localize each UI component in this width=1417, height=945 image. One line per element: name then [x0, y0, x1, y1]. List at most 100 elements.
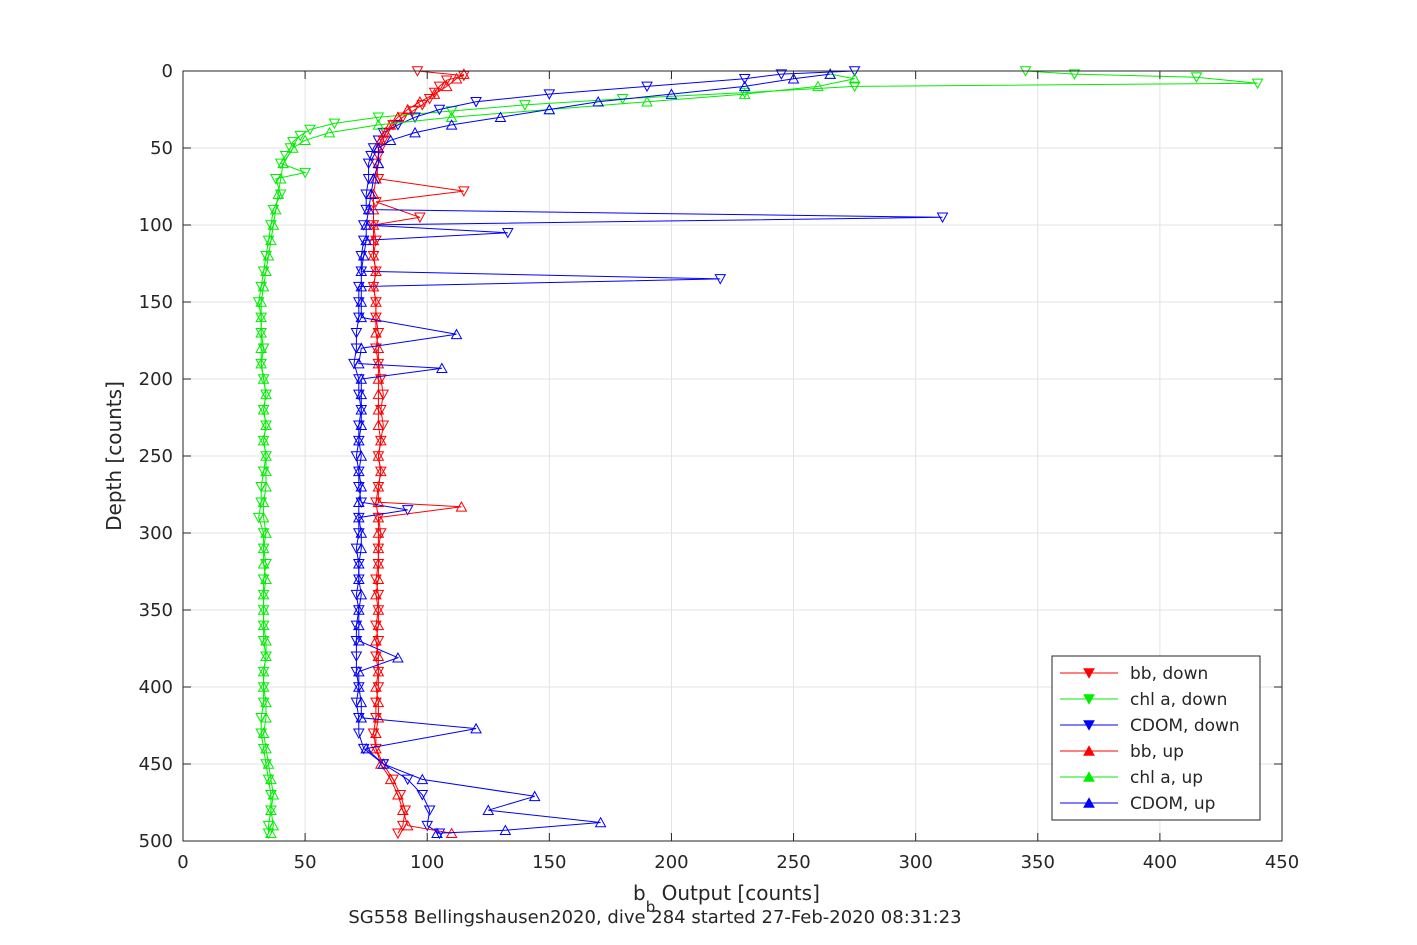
data-point — [396, 804, 409, 815]
data-point — [848, 81, 861, 93]
data-point — [355, 696, 368, 708]
data-point — [370, 727, 382, 738]
data-point — [352, 465, 365, 477]
data-point — [401, 505, 414, 516]
data-point — [352, 496, 365, 507]
data-point — [1068, 69, 1081, 80]
legend-marker — [1083, 720, 1095, 731]
series-line — [372, 73, 465, 834]
data-point — [372, 450, 385, 461]
data-point — [260, 419, 272, 430]
x-tick-label: 250 — [776, 852, 810, 873]
data-point — [355, 450, 368, 461]
x-tick-label: 300 — [898, 852, 932, 873]
data-point — [738, 80, 751, 92]
data-point — [738, 87, 751, 99]
series-5 — [352, 68, 837, 839]
data-point — [372, 142, 385, 153]
data-point — [738, 73, 751, 85]
series-line — [260, 73, 855, 834]
data-point — [594, 816, 607, 828]
data-point — [370, 681, 382, 692]
data-point — [641, 96, 653, 107]
axes: 0 50 100 150 200 250 300 350 400 450 0 50 100 150 200 2… — [139, 61, 1300, 873]
data-point — [409, 112, 421, 123]
data-point — [528, 790, 541, 802]
data-point — [355, 527, 368, 538]
data-point — [352, 558, 365, 569]
legend-label: CDOM, up — [1130, 794, 1215, 814]
data-point — [352, 604, 365, 615]
data-point — [738, 88, 751, 99]
data-point — [257, 665, 270, 677]
data-point — [267, 819, 280, 831]
data-point — [370, 311, 382, 323]
data-point — [328, 118, 341, 130]
x-tick-label: 100 — [410, 852, 444, 873]
chart-caption: SG558 Bellingshausen2020, dive 284 start… — [348, 907, 961, 928]
data-point — [416, 790, 429, 801]
series-4 — [255, 68, 861, 839]
data-point — [458, 186, 470, 197]
data-point — [365, 188, 377, 199]
data-point — [374, 465, 387, 477]
data-point — [304, 124, 316, 136]
data-point — [355, 265, 368, 276]
data-point — [367, 280, 380, 292]
data-point — [372, 511, 385, 523]
y-tick-label: 500 — [139, 831, 173, 852]
data-point — [255, 357, 268, 369]
data-point — [355, 280, 368, 292]
data-point — [352, 728, 365, 739]
data-point — [362, 203, 375, 215]
series-line — [358, 73, 831, 834]
y-tick-label: 250 — [139, 446, 173, 467]
data-point — [374, 434, 387, 446]
data-point — [372, 342, 385, 353]
legend: bb, down chl a, down CDOM, down bb, up chl a… — [1051, 655, 1261, 821]
data-point — [384, 134, 397, 146]
data-point — [287, 137, 299, 148]
data-point — [257, 588, 270, 600]
data-point — [372, 604, 385, 615]
data-point — [299, 134, 311, 146]
data-point — [423, 805, 436, 816]
data-point — [433, 81, 446, 93]
y-tick-label: 350 — [139, 600, 173, 621]
data-point — [355, 373, 368, 384]
data-point — [260, 265, 272, 276]
data-point — [355, 588, 368, 600]
data-point — [360, 234, 373, 246]
data-point — [265, 773, 277, 785]
data-point — [370, 327, 382, 338]
y-tick-label: 100 — [139, 215, 173, 236]
data-point — [355, 712, 368, 723]
data-point — [257, 434, 270, 446]
data-point — [714, 274, 727, 285]
y-tick-label: 200 — [139, 369, 173, 390]
data-point — [372, 373, 385, 384]
legend-label: bb, up — [1130, 742, 1184, 762]
series-layer — [252, 66, 1264, 840]
data-point — [392, 789, 404, 800]
data-point — [277, 157, 289, 169]
data-point — [440, 75, 453, 87]
data-point — [409, 126, 421, 138]
data-point — [414, 96, 426, 107]
data-point — [372, 357, 385, 369]
data-point — [299, 167, 311, 179]
data-point — [401, 103, 414, 115]
data-point — [775, 69, 788, 80]
data-point — [384, 773, 397, 785]
data-point — [260, 450, 272, 461]
data-point — [367, 250, 380, 261]
data-point — [665, 88, 678, 99]
data-point — [267, 789, 280, 800]
data-point — [355, 311, 368, 323]
legend-item: CDOM, down — [1060, 716, 1240, 736]
data-point — [260, 388, 272, 400]
data-point — [470, 97, 482, 108]
data-point — [367, 173, 380, 184]
y-axis-label: Depth [counts] — [102, 381, 126, 531]
